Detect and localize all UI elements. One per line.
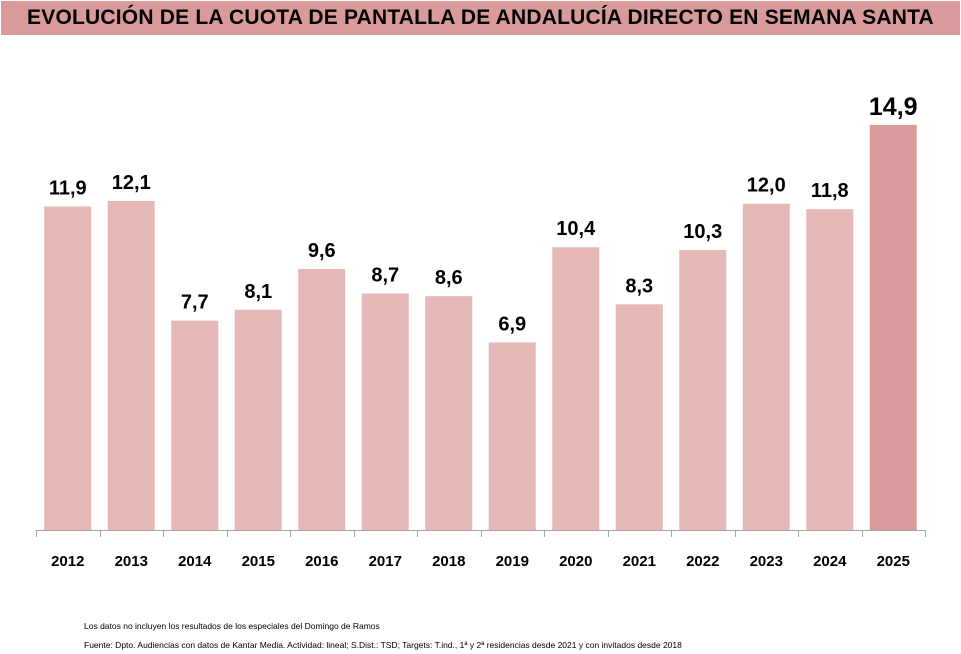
footnote-source: Fuente: Dpto. Audiencias con datos de Ka… [84, 640, 682, 650]
bar-2012 [44, 206, 92, 530]
x-tick-label-2012: 2012 [51, 553, 84, 570]
bar-2019 [488, 342, 536, 530]
bar-2022 [679, 249, 727, 531]
data-label-2015: 8,1 [244, 281, 272, 303]
bar-2018 [425, 296, 473, 530]
x-tick-label-2017: 2017 [369, 553, 402, 570]
data-label-2014: 7,7 [181, 292, 209, 314]
x-tick-label-2016: 2016 [305, 553, 338, 570]
data-label-2013: 12,1 [112, 172, 151, 194]
data-label-2018: 8,6 [435, 267, 463, 289]
x-tick-label-2022: 2022 [686, 553, 719, 570]
x-tick-label-2023: 2023 [750, 553, 783, 570]
data-label-2022: 10,3 [683, 221, 722, 243]
x-tick-label-2018: 2018 [432, 553, 465, 570]
bar-2015 [234, 309, 282, 530]
x-tick-label-2013: 2013 [115, 553, 148, 570]
data-label-2012: 11,9 [49, 177, 87, 199]
x-tick-label-2025: 2025 [877, 553, 910, 570]
data-label-2021: 8,3 [625, 275, 653, 297]
data-label-2024: 11,8 [811, 180, 849, 202]
data-label-2019: 6,9 [498, 313, 526, 335]
data-label-2016: 9,6 [308, 240, 336, 262]
x-tick-label-2019: 2019 [496, 553, 529, 570]
bar-2017 [361, 293, 409, 530]
x-tick-label-2015: 2015 [242, 553, 275, 570]
footnote-exclusion: Los datos no incluyen los resultados de … [84, 621, 380, 631]
bar-2013 [107, 201, 155, 530]
data-label-2020: 10,4 [556, 218, 596, 240]
bar-2025 [869, 124, 917, 530]
chart-title-bar: EVOLUCIÓN DE LA CUOTA DE PANTALLA DE AND… [1, 1, 960, 35]
bar-2014 [171, 320, 219, 530]
bar-2023 [742, 203, 790, 530]
data-label-2025: 14,9 [869, 93, 918, 121]
x-tick-label-2024: 2024 [813, 553, 847, 570]
data-label-2017: 8,7 [371, 264, 399, 286]
x-tick-label-2020: 2020 [559, 553, 592, 570]
bar-2016 [298, 268, 346, 530]
bar-2021 [615, 304, 663, 530]
bar-2020 [552, 247, 600, 530]
x-tick-label-2021: 2021 [623, 553, 656, 570]
bar-2024 [806, 209, 854, 530]
data-label-2023: 12,0 [747, 175, 786, 197]
chart-title: EVOLUCIÓN DE LA CUOTA DE PANTALLA DE AND… [27, 6, 934, 29]
x-tick-label-2014: 2014 [178, 553, 212, 570]
